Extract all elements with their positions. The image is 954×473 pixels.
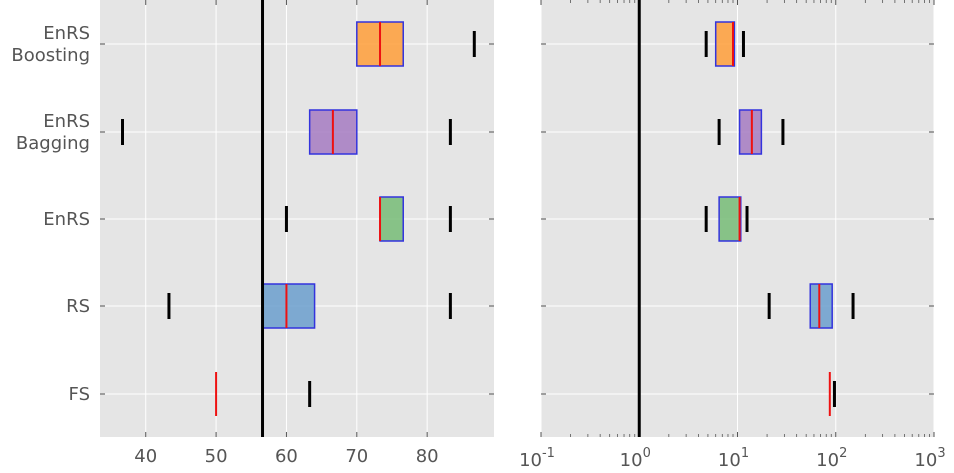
y-category-label: EnRS	[43, 111, 90, 132]
x-tick-label: 40	[134, 446, 157, 467]
x-tick-label: 10-1	[519, 446, 555, 471]
x-tick-label: 60	[275, 446, 298, 467]
y-category-label: Boosting	[11, 45, 90, 66]
y-category-label: EnRS	[43, 23, 90, 44]
box	[379, 196, 404, 242]
panel-1: 40 50 60 70 80EnRSBoostingEnRSBaggingEnRSRSF…	[11, 0, 494, 467]
x-tick-label: 100	[620, 446, 651, 471]
box	[261, 283, 316, 329]
x-tick-label: 103	[914, 446, 945, 471]
y-category-label: EnRS	[43, 209, 90, 230]
x-tick-label: 70	[345, 446, 368, 467]
box	[718, 196, 742, 242]
x-tick-label: 80	[416, 446, 439, 467]
x-tick-label: 50	[205, 446, 228, 467]
box	[809, 283, 833, 329]
y-category-label: Bagging	[16, 133, 90, 154]
x-tick-label: 102	[816, 446, 847, 471]
x-tick-label: 101	[718, 446, 749, 471]
y-category-label: RS	[66, 296, 90, 317]
box	[738, 109, 763, 155]
y-category-label: FS	[69, 384, 90, 405]
panel-2: 10-1 100 101 102 103	[519, 0, 946, 471]
box	[714, 21, 736, 67]
